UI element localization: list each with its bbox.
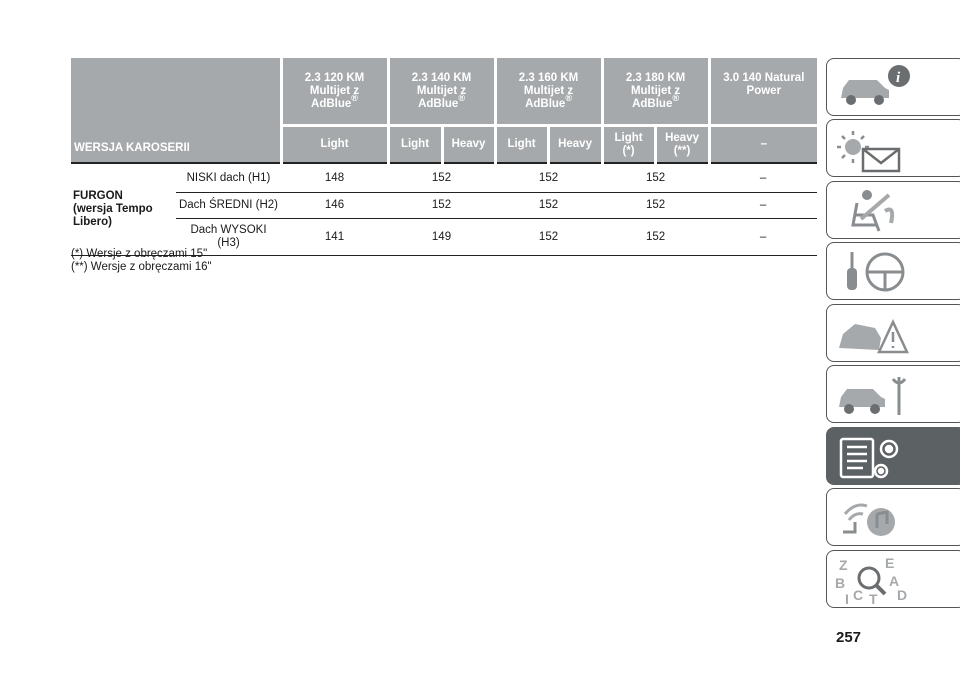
- tab-alphabetical-index[interactable]: Z E B A C D T I: [826, 550, 960, 608]
- engine-header: 3.0 140 Natural Power: [707, 58, 818, 126]
- table-cell: 152: [495, 162, 603, 193]
- technical-data-table: WERSJA KAROSERII 2.3 120 KM Multijet z AdB…: [71, 58, 818, 256]
- index-letter: D: [897, 587, 907, 603]
- tab-seat-airbag[interactable]: [826, 181, 960, 239]
- table-cell: 152: [388, 162, 496, 193]
- body-version-header: WERSJA KAROSERII: [71, 58, 281, 163]
- variant-header: Heavy: [440, 124, 496, 163]
- technical-data-icon: [839, 437, 899, 479]
- variant-header: Heavy: [546, 124, 603, 163]
- engine-header: 2.3 160 KM Multijet z AdBlue®: [493, 58, 603, 126]
- index-letter: A: [889, 573, 899, 589]
- page-number: 257: [836, 629, 862, 646]
- table-cell: 152: [388, 192, 496, 219]
- variant-header: Light (*): [600, 124, 656, 163]
- seat-airbag-icon: [851, 190, 895, 232]
- tab-car-info[interactable]: i: [826, 58, 960, 116]
- index-letter: Z: [839, 557, 848, 573]
- row-label: Dach ŚREDNI (H2): [176, 192, 281, 219]
- table-row: Dach WYSOKI (H3) 141 149 152 152 –: [71, 218, 818, 256]
- table-row: FURGON (wersja Tempo Libero) NISKI dach (H…: [71, 162, 818, 256]
- footnotes: (*) Wersje z obręczami 15" (**) Wersje z…: [71, 248, 212, 274]
- table-cell: 148: [281, 162, 388, 193]
- variant-header: Light: [279, 124, 388, 163]
- body-group-label: FURGON (wersja Tempo Libero): [71, 162, 176, 256]
- table-cell: 152: [495, 218, 603, 256]
- steering-key-icon: [847, 252, 905, 292]
- index-letter: T: [869, 591, 878, 606]
- engine-header: 2.3 180 KM Multijet z AdBlue®: [600, 58, 710, 126]
- row-label: Dach WYSOKI (H3): [176, 218, 281, 256]
- tab-car-accident[interactable]: [826, 304, 960, 362]
- variant-header: –: [707, 124, 818, 163]
- table-cell: 152: [495, 192, 603, 219]
- footnote: (*) Wersje z obręczami 15": [71, 248, 208, 260]
- index-letter: B: [835, 575, 845, 591]
- svg-text:i: i: [896, 70, 901, 86]
- table-cell: 141: [281, 218, 388, 256]
- footnote: (**) Wersje z obręczami 16": [71, 261, 212, 273]
- warning-lights-icon: [837, 131, 901, 173]
- variant-header: Heavy (**): [653, 124, 710, 163]
- variant-header: Light: [493, 124, 549, 163]
- car-accident-icon: [839, 319, 909, 354]
- multimedia-icon: [843, 503, 895, 536]
- table-row: Dach ŚREDNI (H2) 146 152 152 152 –: [71, 192, 818, 219]
- table-cell: –: [709, 218, 818, 256]
- engine-header: 2.3 140 KM Multijet z AdBlue®: [386, 58, 496, 126]
- index-letter: I: [845, 591, 849, 606]
- table-cell: 149: [388, 218, 496, 256]
- table-cell: 152: [602, 162, 710, 193]
- tab-steering-key[interactable]: [826, 242, 960, 300]
- tab-technical-data[interactable]: [826, 427, 960, 485]
- variant-header: Light: [386, 124, 442, 163]
- car-info-icon: i: [841, 65, 910, 105]
- car-service-icon: [839, 377, 907, 415]
- tab-multimedia[interactable]: [826, 488, 960, 546]
- table-cell: –: [709, 162, 818, 193]
- index-letter: E: [885, 555, 894, 571]
- tab-car-service[interactable]: [826, 365, 960, 423]
- row-label: NISKI dach (H1): [176, 162, 281, 193]
- table-cell: 152: [602, 218, 710, 256]
- table-cell: 152: [602, 192, 710, 219]
- index-letter: C: [853, 587, 863, 603]
- table-cell: –: [709, 192, 818, 219]
- engine-header: 2.3 120 KM Multijet z AdBlue®: [279, 58, 388, 126]
- tab-warning-lights[interactable]: [826, 119, 960, 177]
- alphabetical-index-icon: Z E B A C D T I: [835, 555, 907, 606]
- table-cell: 146: [281, 192, 388, 219]
